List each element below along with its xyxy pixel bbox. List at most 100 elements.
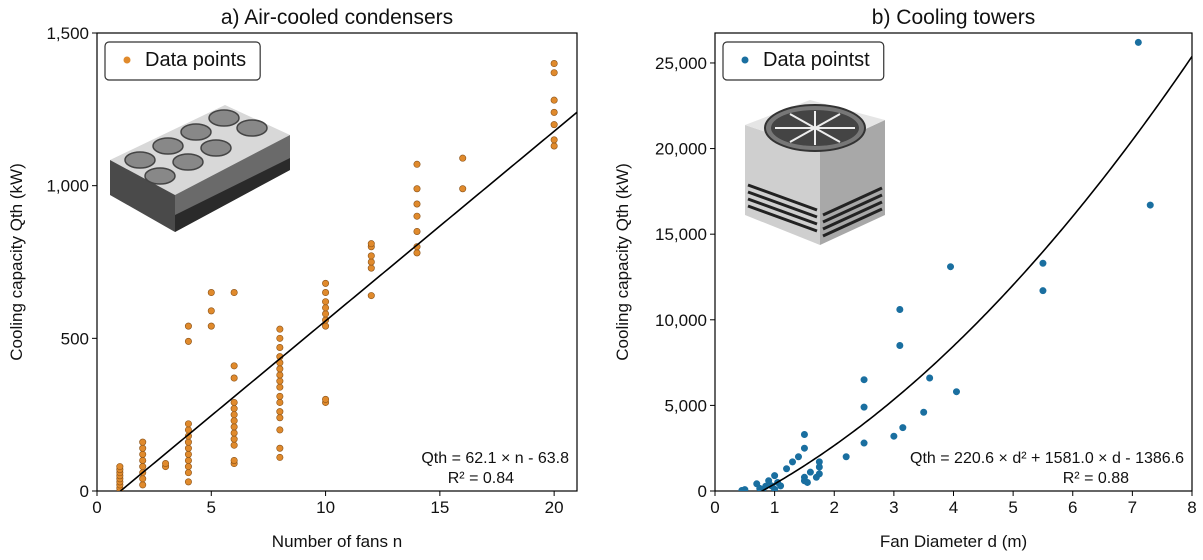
data-point xyxy=(139,481,147,489)
plot-frame xyxy=(96,32,578,492)
data-point xyxy=(276,408,284,416)
chart-title: a) Air-cooled condensers xyxy=(221,6,453,29)
data-point xyxy=(413,227,421,235)
x-tick-label: 5 xyxy=(207,498,216,517)
data-point xyxy=(550,96,558,104)
data-point xyxy=(230,362,238,370)
x-tick-label: 8 xyxy=(1187,498,1196,517)
data-point xyxy=(550,142,558,150)
data-point xyxy=(322,310,330,318)
x-tick-label: 2 xyxy=(830,498,839,517)
data-point xyxy=(1134,38,1142,46)
fit-line xyxy=(760,56,1192,491)
data-point xyxy=(230,423,238,431)
data-point xyxy=(952,388,960,396)
data-point xyxy=(276,453,284,461)
data-point xyxy=(276,371,284,379)
fit-line xyxy=(119,111,577,491)
data-point xyxy=(139,456,147,464)
y-tick-label: 15,000 xyxy=(655,225,707,244)
chart-title: b) Cooling towers xyxy=(872,6,1035,29)
y-tick-label: 20,000 xyxy=(655,140,707,159)
x-tick-label: 0 xyxy=(92,498,101,517)
data-point xyxy=(794,453,802,461)
data-point xyxy=(230,435,238,443)
data-point xyxy=(207,289,215,297)
data-point xyxy=(322,322,330,330)
x-tick-label: 20 xyxy=(545,498,564,517)
data-point xyxy=(139,463,147,471)
data-point xyxy=(184,463,192,471)
data-point xyxy=(803,478,811,486)
data-point xyxy=(139,444,147,452)
x-axis-label: Fan Diameter d (m) xyxy=(880,532,1027,551)
data-point xyxy=(806,468,814,476)
data-point xyxy=(139,450,147,458)
data-point xyxy=(230,456,238,464)
data-point xyxy=(413,160,421,168)
data-point xyxy=(367,264,375,272)
x-tick-label: 7 xyxy=(1128,498,1137,517)
data-point xyxy=(896,341,904,349)
data-point xyxy=(783,465,791,473)
data-point xyxy=(207,307,215,315)
data-point xyxy=(459,154,467,162)
plot-frame xyxy=(714,32,1193,492)
data-point xyxy=(139,438,147,446)
data-point xyxy=(276,334,284,342)
data-point xyxy=(184,420,192,428)
data-point xyxy=(184,450,192,458)
y-tick-label: 10,000 xyxy=(655,311,707,330)
data-point xyxy=(413,249,421,257)
fit-annotation: Qth = 62.1 × n - 63.8 xyxy=(421,450,569,467)
data-point xyxy=(367,252,375,260)
data-point xyxy=(947,263,955,271)
x-tick-label: 4 xyxy=(949,498,958,517)
cooling-tower-icon xyxy=(745,100,885,245)
data-point xyxy=(890,432,898,440)
data-point xyxy=(413,185,421,193)
data-point xyxy=(550,69,558,77)
data-point xyxy=(276,377,284,385)
data-point xyxy=(230,374,238,382)
data-point xyxy=(860,376,868,384)
data-point xyxy=(367,240,375,248)
y-tick-label: 1,000 xyxy=(46,177,89,196)
data-point xyxy=(765,477,773,485)
y-tick-label: 500 xyxy=(61,329,89,348)
data-point xyxy=(276,426,284,434)
data-point xyxy=(276,325,284,333)
data-point xyxy=(322,304,330,312)
data-point xyxy=(184,438,192,446)
data-point xyxy=(550,121,558,129)
data-point xyxy=(771,472,779,480)
y-tick-label: 0 xyxy=(80,482,89,501)
data-point xyxy=(741,486,749,491)
data-point xyxy=(116,463,124,471)
legend-box xyxy=(104,41,261,81)
x-tick-label: 1 xyxy=(770,498,779,517)
data-point xyxy=(230,411,238,419)
x-tick-label: 6 xyxy=(1068,498,1077,517)
data-point xyxy=(162,460,170,468)
legend-box xyxy=(722,41,885,81)
data-point xyxy=(184,337,192,345)
fit-annotation: R² = 0.84 xyxy=(448,470,514,487)
y-tick-label: 0 xyxy=(698,482,707,501)
points xyxy=(738,38,1154,491)
data-point xyxy=(860,403,868,411)
legend-marker xyxy=(741,56,749,64)
condenser-icon xyxy=(110,105,290,232)
y-axis-label: Cooling capacity Qth (kW) xyxy=(613,163,632,360)
data-point xyxy=(322,298,330,306)
data-point xyxy=(184,322,192,330)
data-point xyxy=(184,444,192,452)
data-point xyxy=(550,60,558,68)
data-point xyxy=(920,408,928,416)
y-tick-label: 5,000 xyxy=(664,396,707,415)
x-tick-label: 15 xyxy=(430,498,449,517)
data-point xyxy=(322,289,330,297)
data-point xyxy=(896,306,904,314)
